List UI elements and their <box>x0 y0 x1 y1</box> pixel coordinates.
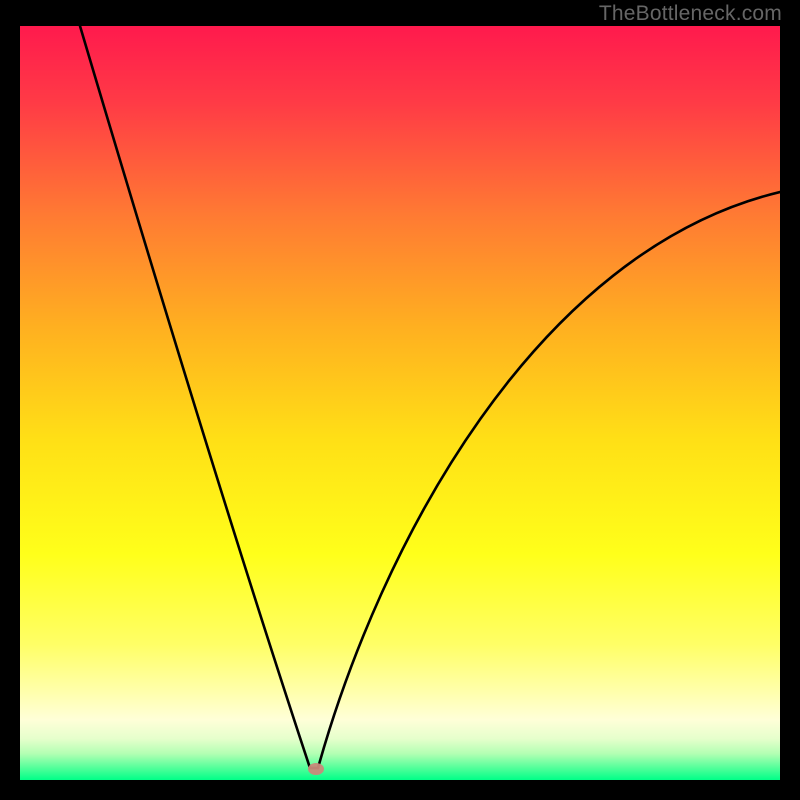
plot-area <box>20 26 780 780</box>
optimum-marker <box>308 763 324 775</box>
chart-frame <box>0 0 800 800</box>
curve-right-branch <box>318 192 780 768</box>
v-notch-curve <box>20 26 780 780</box>
curve-left-branch <box>80 26 310 768</box>
watermark-text: TheBottleneck.com <box>599 2 782 26</box>
